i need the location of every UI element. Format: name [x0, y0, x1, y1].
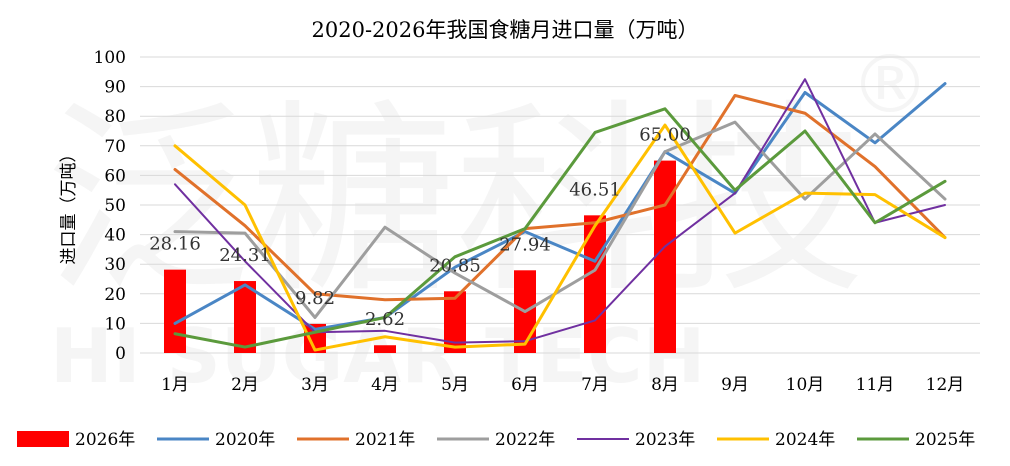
y-tick-label: 50 [104, 196, 126, 216]
data-labels: 28.16 24.31 9.82 2.62 20.85 27.94 46.51 65.00 [149, 125, 691, 331]
bar-data-label: 28.16 [149, 234, 201, 255]
x-tick-label: 2月 [231, 375, 259, 395]
line-series [173, 78, 947, 352]
chart-title: 2020-2026年我国食糖月进口量（万吨） [312, 18, 699, 42]
legend-swatch [17, 431, 69, 447]
x-tick-label: 9月 [721, 375, 749, 395]
y-axis-label: 进口量（万吨） [59, 146, 79, 265]
bar-data-label: 65.00 [639, 125, 691, 146]
bar [374, 345, 396, 353]
legend-label: 2026年 [75, 430, 135, 450]
bar [164, 269, 186, 353]
y-tick-label: 0 [115, 344, 126, 364]
x-tick-label: 6月 [511, 375, 539, 395]
y-tick-label: 60 [104, 166, 126, 186]
legend: 2026年 2020年 2021年 2022年 2023年 2024年 2025年 [17, 430, 975, 450]
legend-label: 2021年 [355, 430, 415, 450]
legend-label: 2020年 [215, 430, 275, 450]
series-line [173, 123, 947, 352]
y-tick-label: 100 [94, 48, 126, 68]
series-line [173, 120, 947, 319]
series-line [174, 78, 946, 344]
bar-data-label: 20.85 [429, 255, 481, 276]
x-tick-label: 1月 [161, 375, 189, 395]
bar [654, 160, 676, 353]
series-line [173, 93, 947, 302]
bar-data-label: 27.94 [499, 234, 551, 255]
series-line [173, 107, 947, 349]
x-tick-label: 3月 [301, 375, 329, 395]
y-tick-label: 10 [104, 314, 126, 334]
y-tick-label: 80 [104, 107, 126, 127]
y-tick-label: 40 [104, 226, 126, 246]
watermark-mark: ® [850, 38, 930, 131]
legend-label: 2025年 [915, 430, 975, 450]
x-tick-label: 5月 [441, 375, 469, 395]
x-tick-label: 12月 [926, 375, 965, 395]
x-tick-label: 8月 [651, 375, 679, 395]
x-tick-label: 7月 [581, 375, 609, 395]
x-tick-label: 4月 [371, 375, 399, 395]
bar [234, 281, 256, 353]
x-tick-label: 11月 [856, 375, 895, 395]
legend-label: 2024年 [775, 430, 835, 450]
bar [584, 215, 606, 353]
legend-label: 2022年 [495, 430, 555, 450]
y-axis-ticks: 0 10 20 30 40 50 60 70 80 90 100 [94, 48, 126, 364]
bar-data-label: 9.82 [295, 288, 335, 309]
x-tick-label: 10月 [786, 375, 825, 395]
bar-data-label: 2.62 [365, 309, 405, 330]
y-tick-label: 30 [104, 255, 126, 275]
bar [444, 291, 466, 353]
y-tick-label: 70 [104, 137, 126, 157]
bar-data-label: 24.31 [219, 245, 271, 266]
y-tick-label: 90 [104, 78, 126, 98]
bar-data-label: 46.51 [569, 179, 621, 200]
legend-label: 2023年 [635, 430, 695, 450]
y-tick-label: 20 [104, 285, 126, 305]
grid [140, 56, 980, 354]
x-axis-ticks: 1月 2月 3月 4月 5月 6月 7月 8月 9月 10月 11月 12月 [161, 375, 964, 395]
